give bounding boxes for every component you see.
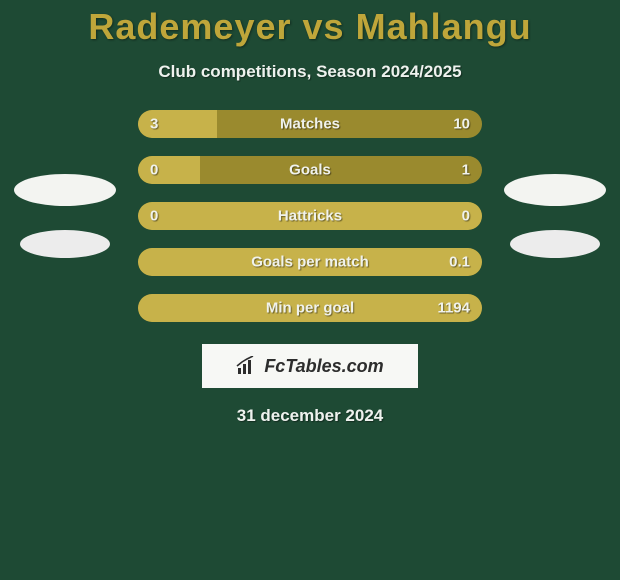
stat-right-value: 0.1 [449, 254, 470, 271]
stat-bar: 0 Goals 1 [138, 156, 482, 184]
brand-text: FcTables.com [264, 356, 383, 377]
stat-label: Matches [280, 116, 340, 133]
player-b-avatar-col [500, 174, 610, 258]
stat-bar-fill [138, 156, 200, 184]
stat-left-value: 3 [150, 116, 158, 133]
snapshot-date: 31 december 2024 [0, 406, 620, 426]
stat-label: Goals [289, 162, 331, 179]
player-a-avatar-placeholder [14, 174, 116, 206]
stat-right-value: 1 [462, 162, 470, 179]
brand-attribution: FcTables.com [202, 344, 418, 388]
page-title: Rademeyer vs Mahlangu [0, 0, 620, 48]
player-a-club-placeholder [20, 230, 110, 258]
player-b-club-placeholder [510, 230, 600, 258]
stat-label: Hattricks [278, 208, 342, 225]
stat-right-value: 10 [453, 116, 470, 133]
comparison-infographic: Rademeyer vs Mahlangu Club competitions,… [0, 0, 620, 580]
player-b-name: Mahlangu [356, 6, 532, 47]
subtitle: Club competitions, Season 2024/2025 [0, 62, 620, 82]
stat-bars: 3Matches100Goals10Hattricks0Goals per ma… [138, 110, 482, 322]
player-b-avatar-placeholder [504, 174, 606, 206]
stat-label: Min per goal [266, 300, 354, 317]
chart-icon [236, 356, 258, 376]
stat-bar: 3 Matches 10 [138, 110, 482, 138]
stat-left-value: 0 [150, 162, 158, 179]
stat-bar: Goals per match 0.1 [138, 248, 482, 276]
stat-right-value: 1194 [437, 300, 470, 317]
player-a-avatar-col [10, 174, 120, 258]
stat-bar: 0 Hattricks 0 [138, 202, 482, 230]
stat-bar: Min per goal 1194 [138, 294, 482, 322]
stat-label: Goals per match [251, 254, 369, 271]
stat-right-value: 0 [462, 208, 470, 225]
stat-left-value: 0 [150, 208, 158, 225]
vs-separator: vs [303, 6, 345, 47]
stats-row: 3Matches100Goals10Hattricks0Goals per ma… [0, 110, 620, 322]
player-a-name: Rademeyer [88, 6, 291, 47]
